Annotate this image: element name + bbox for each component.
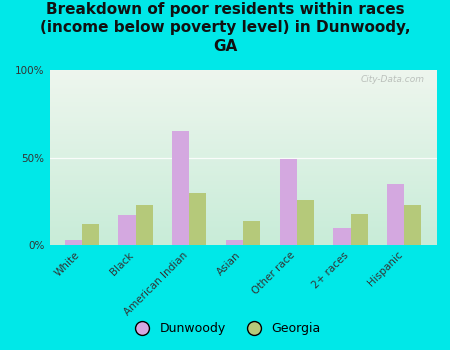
Legend: Dunwoody, Georgia: Dunwoody, Georgia: [125, 317, 325, 340]
Bar: [297, 199, 314, 245]
Bar: [64, 240, 82, 245]
Bar: [243, 220, 260, 245]
Bar: [351, 214, 368, 245]
Bar: [226, 240, 243, 245]
Bar: [189, 193, 207, 245]
Bar: [82, 224, 99, 245]
Bar: [333, 228, 351, 245]
Bar: [172, 131, 189, 245]
Bar: [404, 205, 422, 245]
Bar: [387, 184, 404, 245]
Text: Breakdown of poor residents within races
(income below poverty level) in Dunwood: Breakdown of poor residents within races…: [40, 2, 410, 54]
Bar: [135, 205, 153, 245]
Text: City-Data.com: City-Data.com: [361, 75, 425, 84]
Bar: [118, 215, 135, 245]
Bar: [279, 159, 297, 245]
